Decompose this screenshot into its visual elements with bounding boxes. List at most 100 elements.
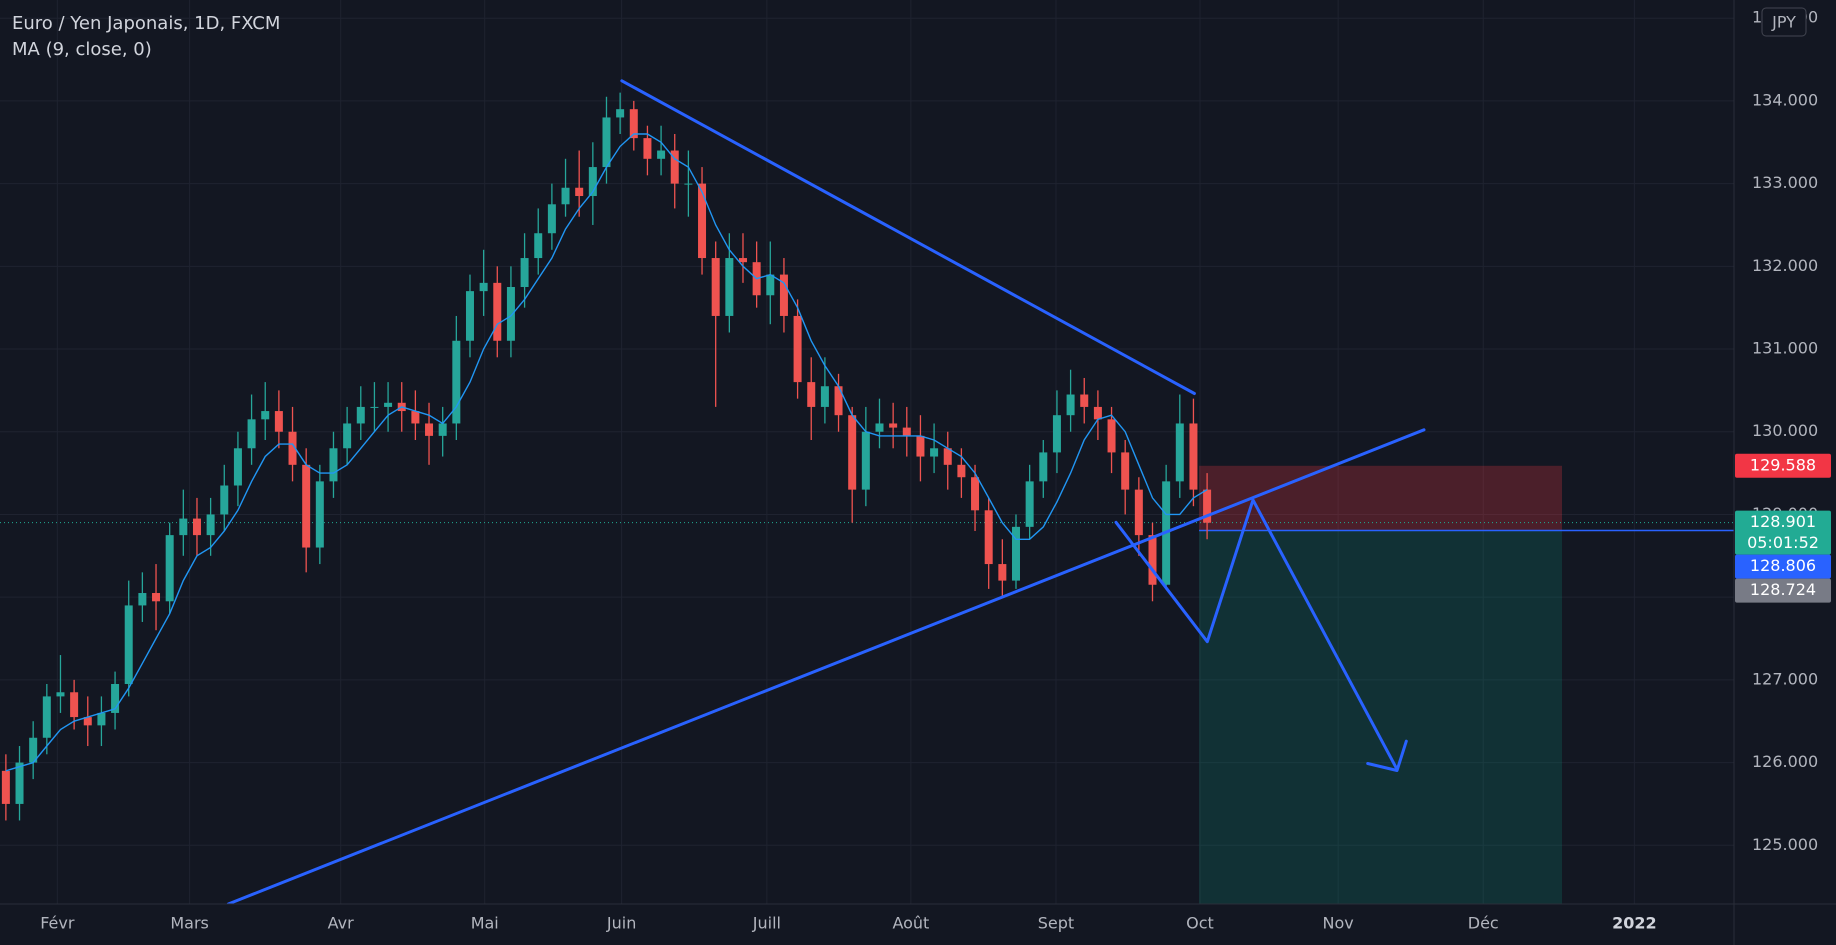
candle-body <box>616 109 625 118</box>
candle-body <box>247 419 256 449</box>
candle-body <box>261 411 270 420</box>
candle-body <box>452 340 461 424</box>
candle-body <box>274 411 283 432</box>
candle-body <box>506 286 515 341</box>
price-label-box <box>1735 554 1831 579</box>
candle-body <box>42 696 51 738</box>
candle-body <box>575 187 584 197</box>
candles <box>1 92 1212 821</box>
candle-body <box>984 510 993 565</box>
currency-box[interactable] <box>1761 7 1807 37</box>
candle-body <box>233 448 242 486</box>
candle-body <box>725 258 734 316</box>
candle-body <box>384 402 393 407</box>
x-tick-label: Oct <box>1186 914 1214 933</box>
candle-body <box>70 692 79 718</box>
candle-body <box>957 464 966 478</box>
candle-body <box>315 481 324 548</box>
countdown-label: 05:01:52 <box>1747 533 1819 552</box>
axis-labels: 125.000126.000127.000128.000129.000130.0… <box>40 8 1831 933</box>
x-tick-label: Mai <box>471 914 499 933</box>
x-tick-label: Sept <box>1038 914 1074 933</box>
x-tick-label: Déc <box>1468 914 1499 933</box>
projection-arrow[interactable] <box>1114 498 1399 771</box>
candle-body <box>738 258 747 263</box>
candle-body <box>206 514 215 536</box>
candle-body <box>493 282 502 341</box>
candle-body <box>425 423 434 436</box>
candle-body <box>111 683 120 713</box>
candle-body <box>807 382 816 407</box>
candle-body <box>916 435 925 457</box>
y-tick-label: 132.000 <box>1752 256 1818 275</box>
candle-body <box>1148 535 1157 585</box>
candle-body <box>629 109 638 139</box>
y-tick-label: 126.000 <box>1752 752 1818 771</box>
price-label-box <box>1735 578 1831 603</box>
candle-body <box>943 448 952 465</box>
candle-body <box>889 423 898 428</box>
candle-body <box>356 406 365 424</box>
y-tick-label: 134.000 <box>1752 90 1818 109</box>
target-zone <box>1199 530 1562 904</box>
x-tick-label: Févr <box>40 914 75 933</box>
trend-line[interactable] <box>620 79 1196 395</box>
time-axis <box>0 904 1836 945</box>
candle-body <box>1080 394 1089 407</box>
candle-body <box>1203 489 1212 523</box>
y-tick-label: 130.000 <box>1752 421 1818 440</box>
candle-body <box>1189 423 1198 490</box>
y-tick-label: 133.000 <box>1752 173 1818 192</box>
candle-body <box>1175 423 1184 482</box>
candle-body <box>766 274 775 296</box>
grid <box>0 0 1734 904</box>
x-tick-label: 2022 <box>1612 914 1657 933</box>
price-label-box <box>1735 510 1831 555</box>
candle-body <box>820 386 829 407</box>
candle-body <box>15 762 24 804</box>
candle-body <box>711 258 720 316</box>
candle-body <box>930 448 939 457</box>
candle-body <box>220 485 229 515</box>
candle-body <box>152 593 161 602</box>
y-tick-label: 131.000 <box>1752 339 1818 358</box>
candle-body <box>534 233 543 259</box>
candle-body <box>902 427 911 436</box>
candle-body <box>288 431 297 465</box>
candle-body <box>138 593 147 606</box>
candle-body <box>1121 452 1130 490</box>
y-tick-label: 125.000 <box>1752 835 1818 854</box>
stop-zone <box>1199 465 1562 531</box>
candle-body <box>1134 489 1143 536</box>
price-label-box <box>1735 453 1831 478</box>
x-tick-label: Mars <box>170 914 209 933</box>
candle-body <box>370 406 379 408</box>
candle-body <box>1093 406 1102 420</box>
indicator-label[interactable]: MA (9, close, 0) <box>12 39 152 60</box>
candle-body <box>302 464 311 548</box>
candle-body <box>97 712 106 726</box>
x-tick-label: Août <box>892 914 929 933</box>
candle-body <box>1011 526 1020 581</box>
position-zones <box>0 465 1734 904</box>
price-label: 128.724 <box>1750 580 1816 599</box>
candle-body <box>465 291 474 341</box>
candle-body <box>861 431 870 490</box>
price-label: 128.806 <box>1750 556 1816 575</box>
x-tick-label: Juill <box>752 914 781 933</box>
trend-line[interactable] <box>226 428 1426 906</box>
x-tick-label: Nov <box>1323 914 1354 933</box>
candle-body <box>971 477 980 511</box>
candle-body <box>1052 415 1061 453</box>
currency-label[interactable]: JPY <box>1771 13 1796 32</box>
candle-body <box>670 150 679 184</box>
price-label: 128.901 <box>1750 512 1816 531</box>
candle-body <box>343 423 352 449</box>
candle-body <box>657 150 666 159</box>
candle-body <box>1107 419 1116 453</box>
candle-body <box>561 187 570 205</box>
candle-body <box>1066 394 1075 416</box>
candle-body <box>192 518 201 536</box>
candle-body <box>83 717 92 726</box>
